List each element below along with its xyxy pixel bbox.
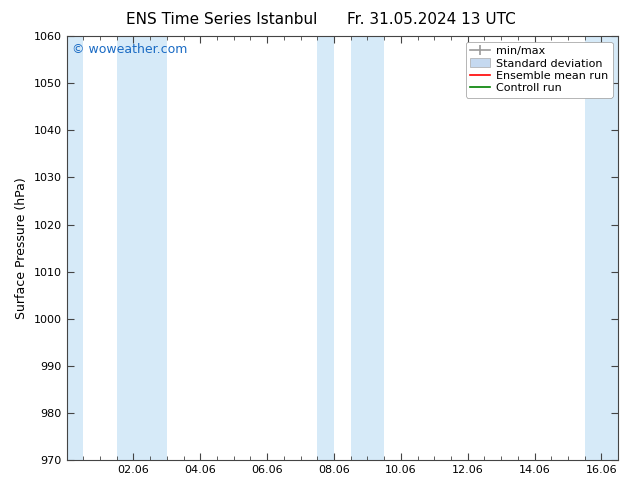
- Bar: [117, 36, 167, 460]
- Bar: [585, 36, 618, 460]
- Bar: [317, 36, 334, 460]
- Text: © woweather.com: © woweather.com: [72, 43, 188, 55]
- Text: Fr. 31.05.2024 13 UTC: Fr. 31.05.2024 13 UTC: [347, 12, 515, 27]
- Bar: [351, 36, 384, 460]
- Legend: min/max, Standard deviation, Ensemble mean run, Controll run: min/max, Standard deviation, Ensemble me…: [466, 42, 612, 98]
- Y-axis label: Surface Pressure (hPa): Surface Pressure (hPa): [15, 177, 28, 319]
- Bar: [67, 36, 83, 460]
- Text: ENS Time Series Istanbul: ENS Time Series Istanbul: [126, 12, 318, 27]
